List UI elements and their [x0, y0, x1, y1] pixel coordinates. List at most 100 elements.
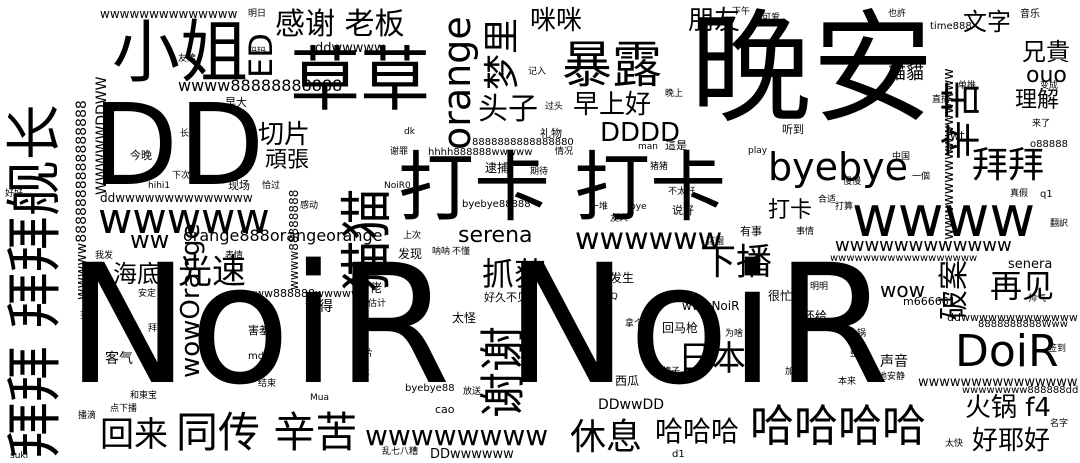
word-w12-teal: wwwwwwwwwwww: [835, 235, 1012, 256]
word-wanshang: 晚上: [665, 89, 684, 99]
word-zhibo: 直播: [932, 95, 951, 105]
word-zhongguo: 中国: [892, 152, 911, 162]
word-hedongbao: 和東宝: [130, 391, 158, 401]
word-taikuai: 太快: [945, 439, 964, 449]
word-o88888: o88888: [1030, 139, 1068, 150]
word-jinwan: 今晚: [130, 149, 152, 162]
word-ddwwwwww: DDwwwwww: [430, 447, 514, 462]
word-w8-888dd: wwwwwwww888888dd: [962, 385, 1079, 396]
word-haidi: 海底: [113, 260, 161, 288]
word-byebye88888: byebye88888: [462, 199, 531, 210]
word-faxian: 发现: [398, 247, 423, 261]
word-daka-small: 打卡: [768, 198, 813, 223]
word-cao: cao: [435, 403, 455, 416]
word-baibai: 拜拜: [972, 145, 1045, 186]
word-yige: 一個: [912, 172, 931, 182]
word-bodi: 播滴: [78, 411, 97, 421]
word-baibai-jianzhang: 拜拜 拜拜舰长: [3, 104, 68, 458]
word-haohao: 好好: [5, 189, 24, 199]
word-ww: ww: [130, 226, 170, 254]
word-dianjing: 地安静: [878, 372, 906, 382]
word-man: man: [638, 142, 658, 152]
word-play: play: [748, 146, 768, 156]
word-wofa: 我发: [95, 251, 114, 261]
word-ddw15: ddwwwwwwwwwwwww: [947, 311, 1078, 324]
word-tupian: 图片: [355, 349, 374, 359]
word-wwwwwddww: WWWWWDDWW: [94, 76, 110, 195]
word-zaoshanghao: 早上好: [573, 90, 652, 120]
word-time888: time888: [930, 21, 972, 32]
word-paizi: 牌子: [662, 367, 681, 377]
word-wwwwww: wwwwww: [575, 222, 723, 257]
word-maomao-trad: 貓貓: [888, 63, 924, 84]
word-mengli: 梦里: [482, 17, 523, 90]
word-daibu: 逮捕: [485, 161, 510, 175]
word-zhenjia: 真假: [1010, 189, 1029, 199]
word-wwww888: wwww88888888888: [178, 76, 343, 95]
word-wwwwwwww: wwwwwwww: [365, 419, 549, 452]
word-shangci: 上次: [403, 231, 422, 241]
word-xiaci: 下次: [172, 171, 191, 181]
word-keai: 可爱: [762, 13, 781, 23]
word-d1: d1: [672, 449, 685, 460]
word-doir: DoiR: [955, 326, 1059, 377]
word-manman: 慢慢: [843, 177, 862, 187]
word-mua: Mua: [310, 393, 329, 403]
word-xigua: 西瓜: [615, 374, 640, 388]
word-w5888w6: wwwww888888wwwwww: [228, 287, 369, 300]
word-wanan: 晚安: [690, 0, 934, 140]
word-dd: DD: [92, 81, 265, 211]
word-shuaiqi: 帅气: [1028, 294, 1047, 304]
word-changan: 长安: [180, 129, 199, 139]
word-shengyin: 声音: [880, 354, 908, 370]
word-zaijian: 再见: [990, 267, 1055, 305]
word-bye: bye: [630, 202, 647, 212]
word-xiaojie: 小姐: [112, 14, 249, 93]
word-tingdao: 听到: [782, 123, 804, 136]
word-fanyi: 翻訳: [1050, 219, 1069, 229]
word-nana: 呐呐: [432, 247, 451, 257]
word-xiuxi: 休息: [570, 417, 643, 458]
word-mingri: 明日: [248, 9, 267, 19]
word-luanqibazao: 乱七八糟: [382, 447, 419, 457]
word-zaoda: 早大: [225, 96, 247, 109]
word-zheshi: 這是: [665, 139, 687, 152]
word-8888www: 8888888888Www: [978, 319, 1068, 330]
word-m666661: m666661: [903, 295, 956, 308]
word-baituo: 拜托: [148, 324, 167, 334]
word-guangsu: 光速: [178, 252, 246, 292]
word-yidui: 一堆: [590, 202, 609, 212]
word-yexu: 也許: [888, 9, 907, 19]
word-yinyue: 音乐: [1020, 9, 1040, 20]
word-zhuzhu: 猪猪: [650, 162, 669, 172]
word-huayuan: 花園: [706, 237, 725, 247]
word-guji: 估计: [368, 299, 387, 309]
word-henmang: 很忙: [768, 289, 793, 303]
word-ddw16: ddwwwwwwwwwwwwww: [100, 191, 253, 205]
word-noir0: NoiR0: [384, 181, 411, 191]
word-biancheng: 变成: [1040, 81, 1059, 91]
word-caocao: 草草: [290, 39, 430, 121]
word-laile: 来了: [1032, 119, 1051, 129]
word-huangei: 还给: [803, 309, 828, 323]
word-jiaoshang: 交上: [352, 367, 371, 377]
word-w15-vert: wwwwwwwwwwwwwww: [941, 68, 957, 240]
word-haoyehao: 好耶好: [972, 426, 1051, 456]
word-dantui: 单推: [958, 81, 977, 91]
word-wwwnoir: wwwNoiR: [682, 299, 740, 313]
word-dddd: DDDD: [600, 118, 681, 148]
word-riben: 日本: [678, 339, 746, 379]
word-orange: orange: [435, 16, 479, 150]
word-wenzi: 文字: [963, 8, 1011, 36]
word-mimi: 咪咪: [530, 6, 583, 36]
word-ganbare: 頑張: [265, 148, 310, 173]
word-wuhu: 芜湖: [80, 311, 99, 321]
word-w14: wwwwwwwwwwwwww: [100, 7, 238, 21]
word-benlai: 本来: [838, 377, 857, 387]
word-daka-daka: 打卡 打卡: [398, 143, 727, 232]
word-budong: 不懂: [452, 247, 471, 257]
word-liwu: 礼物: [540, 127, 562, 140]
word-mingming: 明明: [810, 282, 829, 292]
word-shuohao: 说好: [672, 204, 694, 217]
